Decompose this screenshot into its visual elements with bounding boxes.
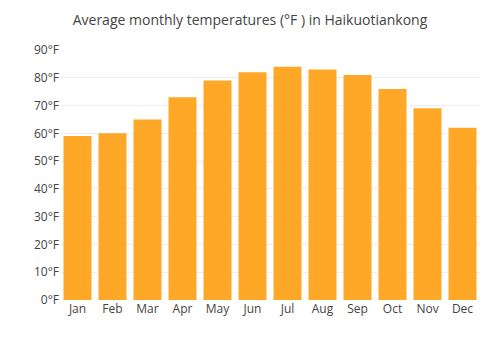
svg-text:Apr: Apr [173,300,193,317]
svg-text:10°F: 10°F [34,263,59,280]
svg-text:Jun: Jun [243,300,262,317]
svg-text:Aug: Aug [312,300,334,317]
svg-text:30°F: 30°F [34,208,59,225]
svg-text:0°F: 0°F [41,291,59,308]
svg-text:90°F: 90°F [34,41,59,58]
svg-text:Feb: Feb [102,300,122,317]
svg-text:Sep: Sep [347,300,368,317]
svg-text:May: May [206,300,230,317]
svg-text:50°F: 50°F [34,152,59,169]
svg-text:60°F: 60°F [34,125,59,142]
svg-text:40°F: 40°F [34,180,59,197]
svg-text:Jan: Jan [68,300,86,317]
svg-text:Jul: Jul [280,300,295,317]
svg-text:Mar: Mar [136,300,158,317]
svg-text:80°F: 80°F [34,69,59,86]
svg-text:Dec: Dec [452,300,473,317]
svg-text:Oct: Oct [383,300,402,317]
svg-text:Average monthly temperatures (: Average monthly temperatures (°F ) in Ha… [73,10,428,29]
svg-text:20°F: 20°F [34,236,59,253]
svg-text:Nov: Nov [416,300,438,317]
svg-text:70°F: 70°F [34,97,59,114]
